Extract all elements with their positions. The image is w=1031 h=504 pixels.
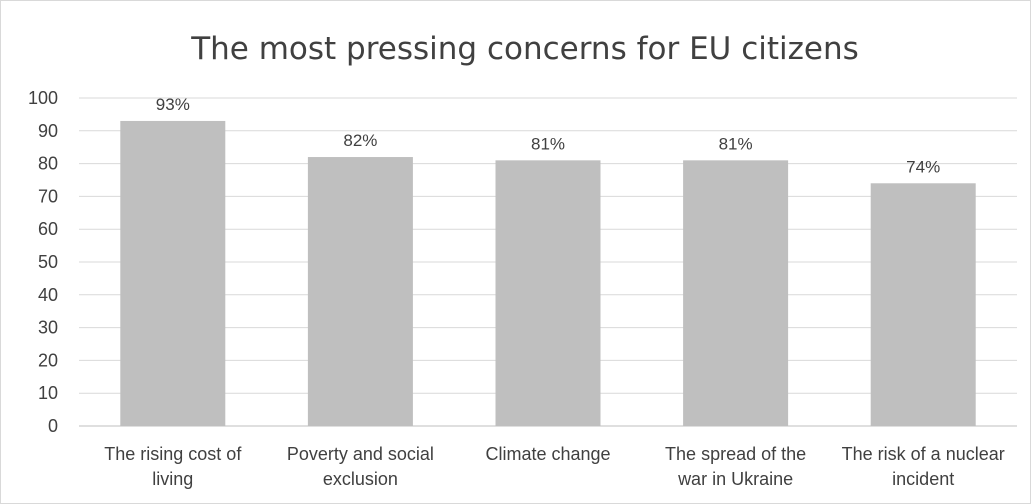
data-label: 93% (156, 95, 190, 114)
data-label: 74% (906, 157, 940, 176)
chart-title: The most pressing concerns for EU citize… (190, 31, 859, 67)
y-tick-label: 20 (38, 350, 58, 370)
y-tick-label: 70 (38, 186, 58, 206)
category-label-line: The rising cost of (104, 444, 242, 464)
y-tick-label: 90 (38, 121, 58, 141)
bar (307, 157, 413, 427)
category-label: The rising cost of living (104, 444, 242, 489)
category-label-line: living (152, 469, 193, 489)
y-tick-label: 60 (38, 219, 58, 239)
category-label: Climate change (485, 444, 610, 464)
y-tick-label: 50 (38, 252, 58, 272)
category-label: The spread of the war in Ukraine (665, 444, 806, 489)
y-tick-label: 10 (38, 383, 58, 403)
data-label: 81% (719, 134, 753, 153)
category-label-line: incident (892, 469, 954, 489)
category-label-line: The spread of the (665, 444, 806, 464)
category-label-line: exclusion (323, 469, 398, 489)
category-label-line: The risk of a nuclear (842, 444, 1005, 464)
y-axis-ticks: 0 10 20 30 40 50 60 70 80 90 100 (28, 88, 58, 436)
y-tick-label: 30 (38, 318, 58, 338)
category-label-line: Poverty and social (287, 444, 434, 464)
y-tick-label: 100 (28, 88, 58, 108)
bar (120, 120, 226, 427)
data-label: 81% (531, 134, 565, 153)
bar (683, 160, 789, 426)
data-labels: 93% 82% 81% 81% 74% (156, 95, 940, 176)
y-tick-label: 40 (38, 285, 58, 305)
bars (120, 120, 976, 427)
bar (870, 183, 976, 426)
bar (495, 160, 601, 426)
category-label: Poverty and social exclusion (287, 444, 434, 489)
y-tick-label: 80 (38, 154, 58, 174)
y-tick-label: 0 (48, 416, 58, 436)
category-label: The risk of a nuclear incident (842, 444, 1005, 489)
x-axis-categories: The rising cost of living Poverty and soci… (104, 444, 1004, 489)
category-label-line: war in Ukraine (677, 469, 793, 489)
category-label-line: Climate change (485, 444, 610, 464)
data-label: 82% (343, 131, 377, 150)
